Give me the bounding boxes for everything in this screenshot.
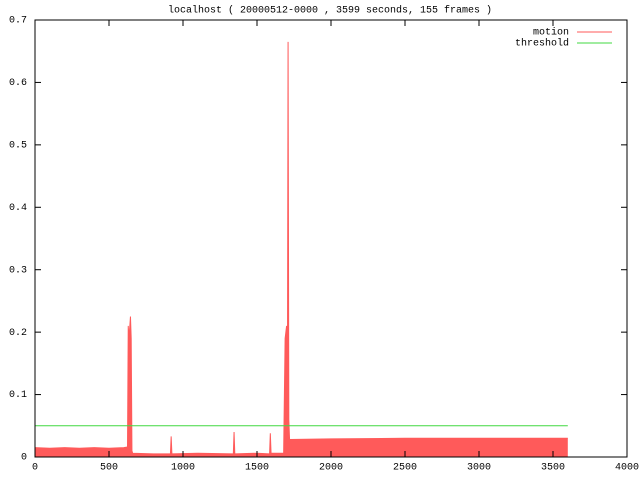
chart-title: localhost ( 20000512-0000 , 3599 seconds… <box>168 5 492 17</box>
y-tick-label: 0.5 <box>9 140 27 151</box>
x-tick-label: 2500 <box>393 463 417 474</box>
legend-label: motion <box>533 27 569 39</box>
x-tick-label: 3500 <box>541 463 565 474</box>
y-tick-label: 0 <box>21 453 27 464</box>
series-line <box>34 41 568 455</box>
y-tick-label: 0.6 <box>9 78 27 89</box>
x-tick-label: 4000 <box>615 463 639 474</box>
x-tick-label: 2000 <box>319 463 343 474</box>
y-tick-label: 0.2 <box>9 328 27 339</box>
y-tick-label: 0.1 <box>9 390 27 401</box>
x-tick-label: 3000 <box>467 463 491 474</box>
y-tick-label: 0.4 <box>9 203 27 214</box>
legend-label: threshold <box>515 38 569 50</box>
x-tick-label: 0 <box>32 463 38 474</box>
x-tick-label: 1000 <box>171 463 195 474</box>
x-tick-label: 1500 <box>245 463 269 474</box>
y-tick-label: 0.7 <box>9 16 27 27</box>
x-tick-label: 500 <box>100 463 118 474</box>
y-tick-label: 0.3 <box>9 265 27 276</box>
